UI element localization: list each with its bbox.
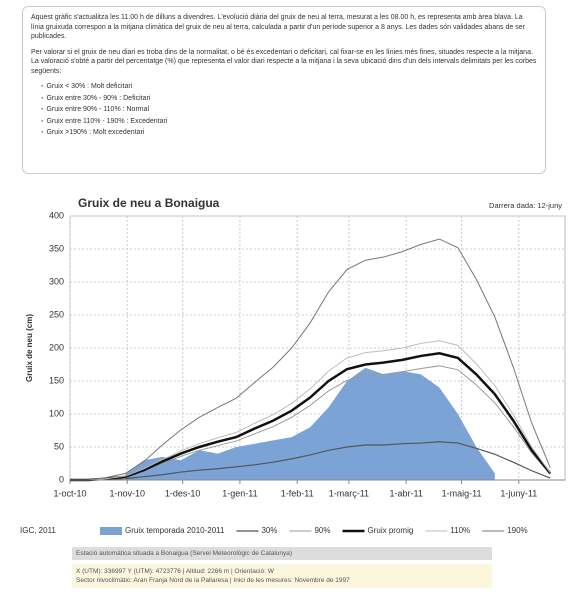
intro-box: Aquest gràfic s'actualitza les 11.00 h d… <box>22 6 546 174</box>
list-item: Gruix entre 110% - 190% : Excedentari <box>41 117 537 127</box>
y-tick-label: 350 <box>49 243 64 253</box>
y-tick-label: 50 <box>54 441 64 451</box>
chart-subtitle: Darrera dada: 12-juny <box>489 201 562 210</box>
series-line <box>70 352 552 482</box>
credit: IGC, 2011 <box>20 526 56 535</box>
footer-line: Sector nivoclimàtic: Aran Franja Nord de… <box>76 577 350 584</box>
x-tick-label: 1-març-11 <box>329 488 369 498</box>
list-item: Gruix entre 90% - 110% : Normal <box>41 105 537 115</box>
legend-swatch <box>100 527 122 535</box>
chart: Gruix de neu a Bonaigua Darrera dada: 12… <box>20 196 566 535</box>
snow-area <box>125 367 495 480</box>
footer: Estació automàtica situada a Bonaigua (S… <box>72 547 492 588</box>
footer-source: Estació automàtica situada a Bonaigua (S… <box>72 547 492 560</box>
series-line <box>70 441 551 481</box>
series-line <box>70 238 551 481</box>
y-tick-label: 250 <box>49 309 64 319</box>
list-item: Gruix < 30% : Molt deficitari <box>41 82 537 92</box>
y-tick-label: 300 <box>49 276 64 286</box>
x-tick-label: 1-oct-10 <box>53 488 86 498</box>
footer-line: X (UTM): 336997 Y (UTM): 4723776 | Altit… <box>76 568 274 575</box>
legend-label: 90% <box>314 526 330 535</box>
legend-label: Gruix temporada 2010-2011 <box>125 526 225 535</box>
legend-label: 30% <box>261 526 277 535</box>
y-axis-label: Gruix de neu (cm) <box>25 314 34 382</box>
legend-label: 110% <box>450 526 470 535</box>
list-item: Gruix entre 30% - 90% : Deficitari <box>41 94 537 104</box>
list-item: Gruix >190% : Molt excedentari <box>41 128 537 138</box>
y-tick-label: 150 <box>49 375 64 385</box>
legend-list: Gruix < 30% : Molt deficitari Gruix entr… <box>31 82 537 138</box>
x-tick-label: 1-des-10 <box>165 488 201 498</box>
y-tick-label: 100 <box>49 408 64 418</box>
y-tick-label: 200 <box>49 342 64 352</box>
x-tick-label: 1-nov-10 <box>109 488 145 498</box>
x-tick-label: 1-feb-11 <box>281 488 314 498</box>
x-tick-label: 1-abr-11 <box>389 488 422 498</box>
legend-label: Gruix promig <box>368 526 414 535</box>
y-tick-label: 0 <box>59 474 64 484</box>
y-tick-label: 400 <box>49 210 64 220</box>
legend-label: 190% <box>507 526 527 535</box>
intro-paragraph: Aquest gràfic s'actualitza les 11.00 h d… <box>31 14 525 40</box>
series-line <box>70 340 551 481</box>
chart-title: Gruix de neu a Bonaigua <box>78 196 220 210</box>
x-tick-label: 1-maig-11 <box>442 488 482 498</box>
x-tick-label: 1-juny-11 <box>500 488 537 498</box>
footer-box: X (UTM): 336997 Y (UTM): 4723776 | Altit… <box>72 564 492 588</box>
intro-paragraph: Per valorar si el gruix de neu diari es … <box>31 48 537 75</box>
x-tick-label: 1-gen-11 <box>222 488 257 498</box>
